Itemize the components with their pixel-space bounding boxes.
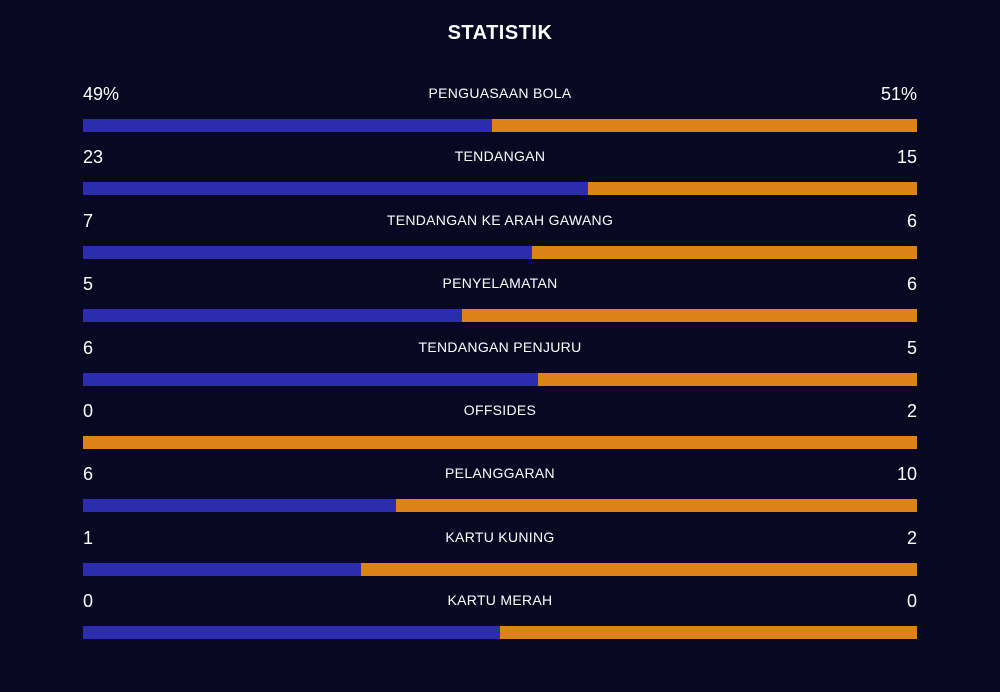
stat-row-yellow-cards: 1 KARTU KUNING 2: [83, 526, 917, 589]
stat-label: OFFSIDES: [463, 401, 537, 418]
home-value: 23: [83, 147, 104, 168]
comparison-bar: [83, 245, 917, 259]
comparison-bar: [83, 182, 917, 196]
away-value: 15: [896, 147, 917, 168]
stat-label: PELANGGARAN: [445, 465, 555, 482]
stat-row-shots-on-target: 7 TENDANGAN KE ARAH GAWANG 6: [83, 209, 917, 272]
comparison-bar: [83, 626, 917, 640]
home-value: 5: [83, 274, 94, 295]
stat-row-saves: 5 PENYELAMATAN 6: [83, 272, 917, 335]
away-value: 2: [906, 400, 917, 421]
home-value: 6: [83, 337, 94, 358]
home-value: 0: [83, 591, 94, 612]
stat-row-possession: 49% PENGUASAAN BOLA 51%: [83, 82, 917, 145]
page-title: STATISTIK: [447, 22, 553, 44]
home-value: 1: [83, 527, 94, 548]
stat-row-shots: 23 TENDANGAN 15: [83, 145, 917, 208]
stat-label: PENYELAMATAN: [442, 275, 558, 292]
away-value: 2: [906, 527, 917, 548]
comparison-bar: [83, 435, 917, 449]
stat-row-fouls: 6 PELANGGARAN 10: [83, 462, 917, 525]
home-bar-fill: [83, 309, 462, 323]
comparison-bar: [83, 372, 917, 386]
home-bar-fill: [83, 182, 588, 196]
comparison-bar: [83, 119, 917, 132]
stat-label: PENGUASAAN BOLA: [428, 85, 572, 101]
away-value: 0: [906, 591, 917, 612]
home-bar-fill: [83, 562, 361, 576]
comparison-bar: [83, 309, 917, 323]
stat-row-corners: 6 TENDANGAN PENJURU 5: [83, 336, 917, 399]
stat-row-red-cards: 0 KARTU MERAH 0: [83, 589, 917, 652]
stat-row-offsides: 0 OFFSIDES 2: [83, 399, 917, 462]
home-value: 49%: [83, 84, 120, 104]
stat-label: TENDANGAN: [454, 148, 546, 165]
comparison-bar: [83, 499, 917, 513]
away-value: 6: [906, 274, 917, 295]
stat-label: TENDANGAN KE ARAH GAWANG: [386, 211, 614, 228]
stat-label: KARTU KUNING: [445, 528, 555, 545]
stats-list: 49% PENGUASAAN BOLA 51% 23 TENDANGAN 1 5 …: [83, 82, 917, 653]
home-bar-fill: [83, 626, 500, 640]
comparison-bar: [83, 562, 917, 576]
away-value: 51%: [880, 84, 917, 104]
home-bar-fill: [83, 499, 396, 513]
home-bar-fill: [83, 119, 492, 132]
stat-label: KARTU MERAH: [447, 592, 553, 609]
away-value: 10: [896, 464, 917, 485]
away-value: 5: [906, 337, 917, 358]
home-value: 0: [83, 400, 94, 421]
home-bar-fill: [83, 245, 532, 259]
home-bar-fill: [83, 372, 538, 386]
home-value: 7: [83, 210, 94, 231]
stat-label: TENDANGAN PENJURU: [418, 338, 582, 355]
away-value: 6: [906, 210, 917, 231]
home-value: 6: [83, 464, 94, 485]
